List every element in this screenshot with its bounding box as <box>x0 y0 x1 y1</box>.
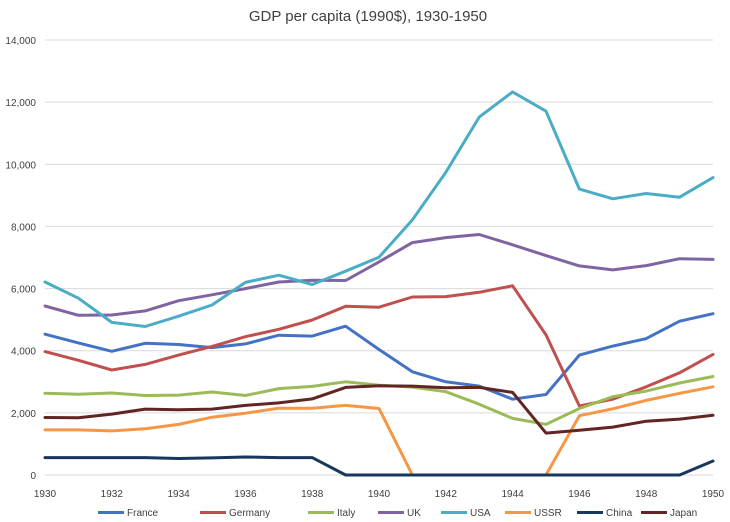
x-axis-ticks: 1930 1932 1934 1936 1938 1940 1942 1944 1946 1948… <box>34 489 725 500</box>
series-line-usa <box>43 90 715 328</box>
chart-title: GDP per capita (1990$), 1930-1950 <box>249 8 487 25</box>
x-tick-label: 1930 <box>34 489 57 500</box>
x-tick-label: 1940 <box>368 489 391 500</box>
series-line-china <box>43 455 715 477</box>
x-tick-label: 1936 <box>234 489 257 500</box>
legend-label-uk: UK <box>407 508 421 519</box>
y-tick-label: 12,000 <box>5 98 36 109</box>
y-tick-label: 0 <box>30 471 36 482</box>
legend-label-japan: Japan <box>670 508 697 519</box>
y-tick-label: 8,000 <box>11 222 36 233</box>
x-tick-label: 1944 <box>501 489 524 500</box>
series-line-uk <box>43 233 715 317</box>
legend-label-ussr: USSR <box>534 508 562 519</box>
x-tick-label: 1942 <box>435 489 458 500</box>
legend-label-germany: Germany <box>229 508 270 519</box>
legend-label-china: China <box>606 508 633 519</box>
x-tick-label: 1946 <box>568 489 591 500</box>
series-line-france <box>43 312 715 401</box>
y-axis-ticks: 0 2,000 4,000 6,000 8,000 10,000 12,000 14,000 <box>5 36 36 482</box>
series-line-japan <box>43 384 715 435</box>
legend-label-usa: USA <box>470 508 491 519</box>
legend: France Germany Italy UK USA USSR China Japan <box>98 508 697 519</box>
x-tick-label: 1948 <box>635 489 658 500</box>
series-line-ussr <box>43 385 715 477</box>
y-tick-label: 2,000 <box>11 409 36 420</box>
x-tick-label: 1950 <box>702 489 725 500</box>
x-tick-label: 1932 <box>101 489 124 500</box>
y-tick-label: 10,000 <box>5 160 36 171</box>
series-lines <box>43 90 715 477</box>
y-tick-label: 4,000 <box>11 347 36 358</box>
x-tick-label: 1934 <box>167 489 190 500</box>
y-tick-label: 6,000 <box>11 285 36 296</box>
x-tick-label: 1938 <box>301 489 324 500</box>
y-tick-label: 14,000 <box>5 36 36 47</box>
legend-label-france: France <box>127 508 159 519</box>
legend-label-italy: Italy <box>337 508 355 519</box>
